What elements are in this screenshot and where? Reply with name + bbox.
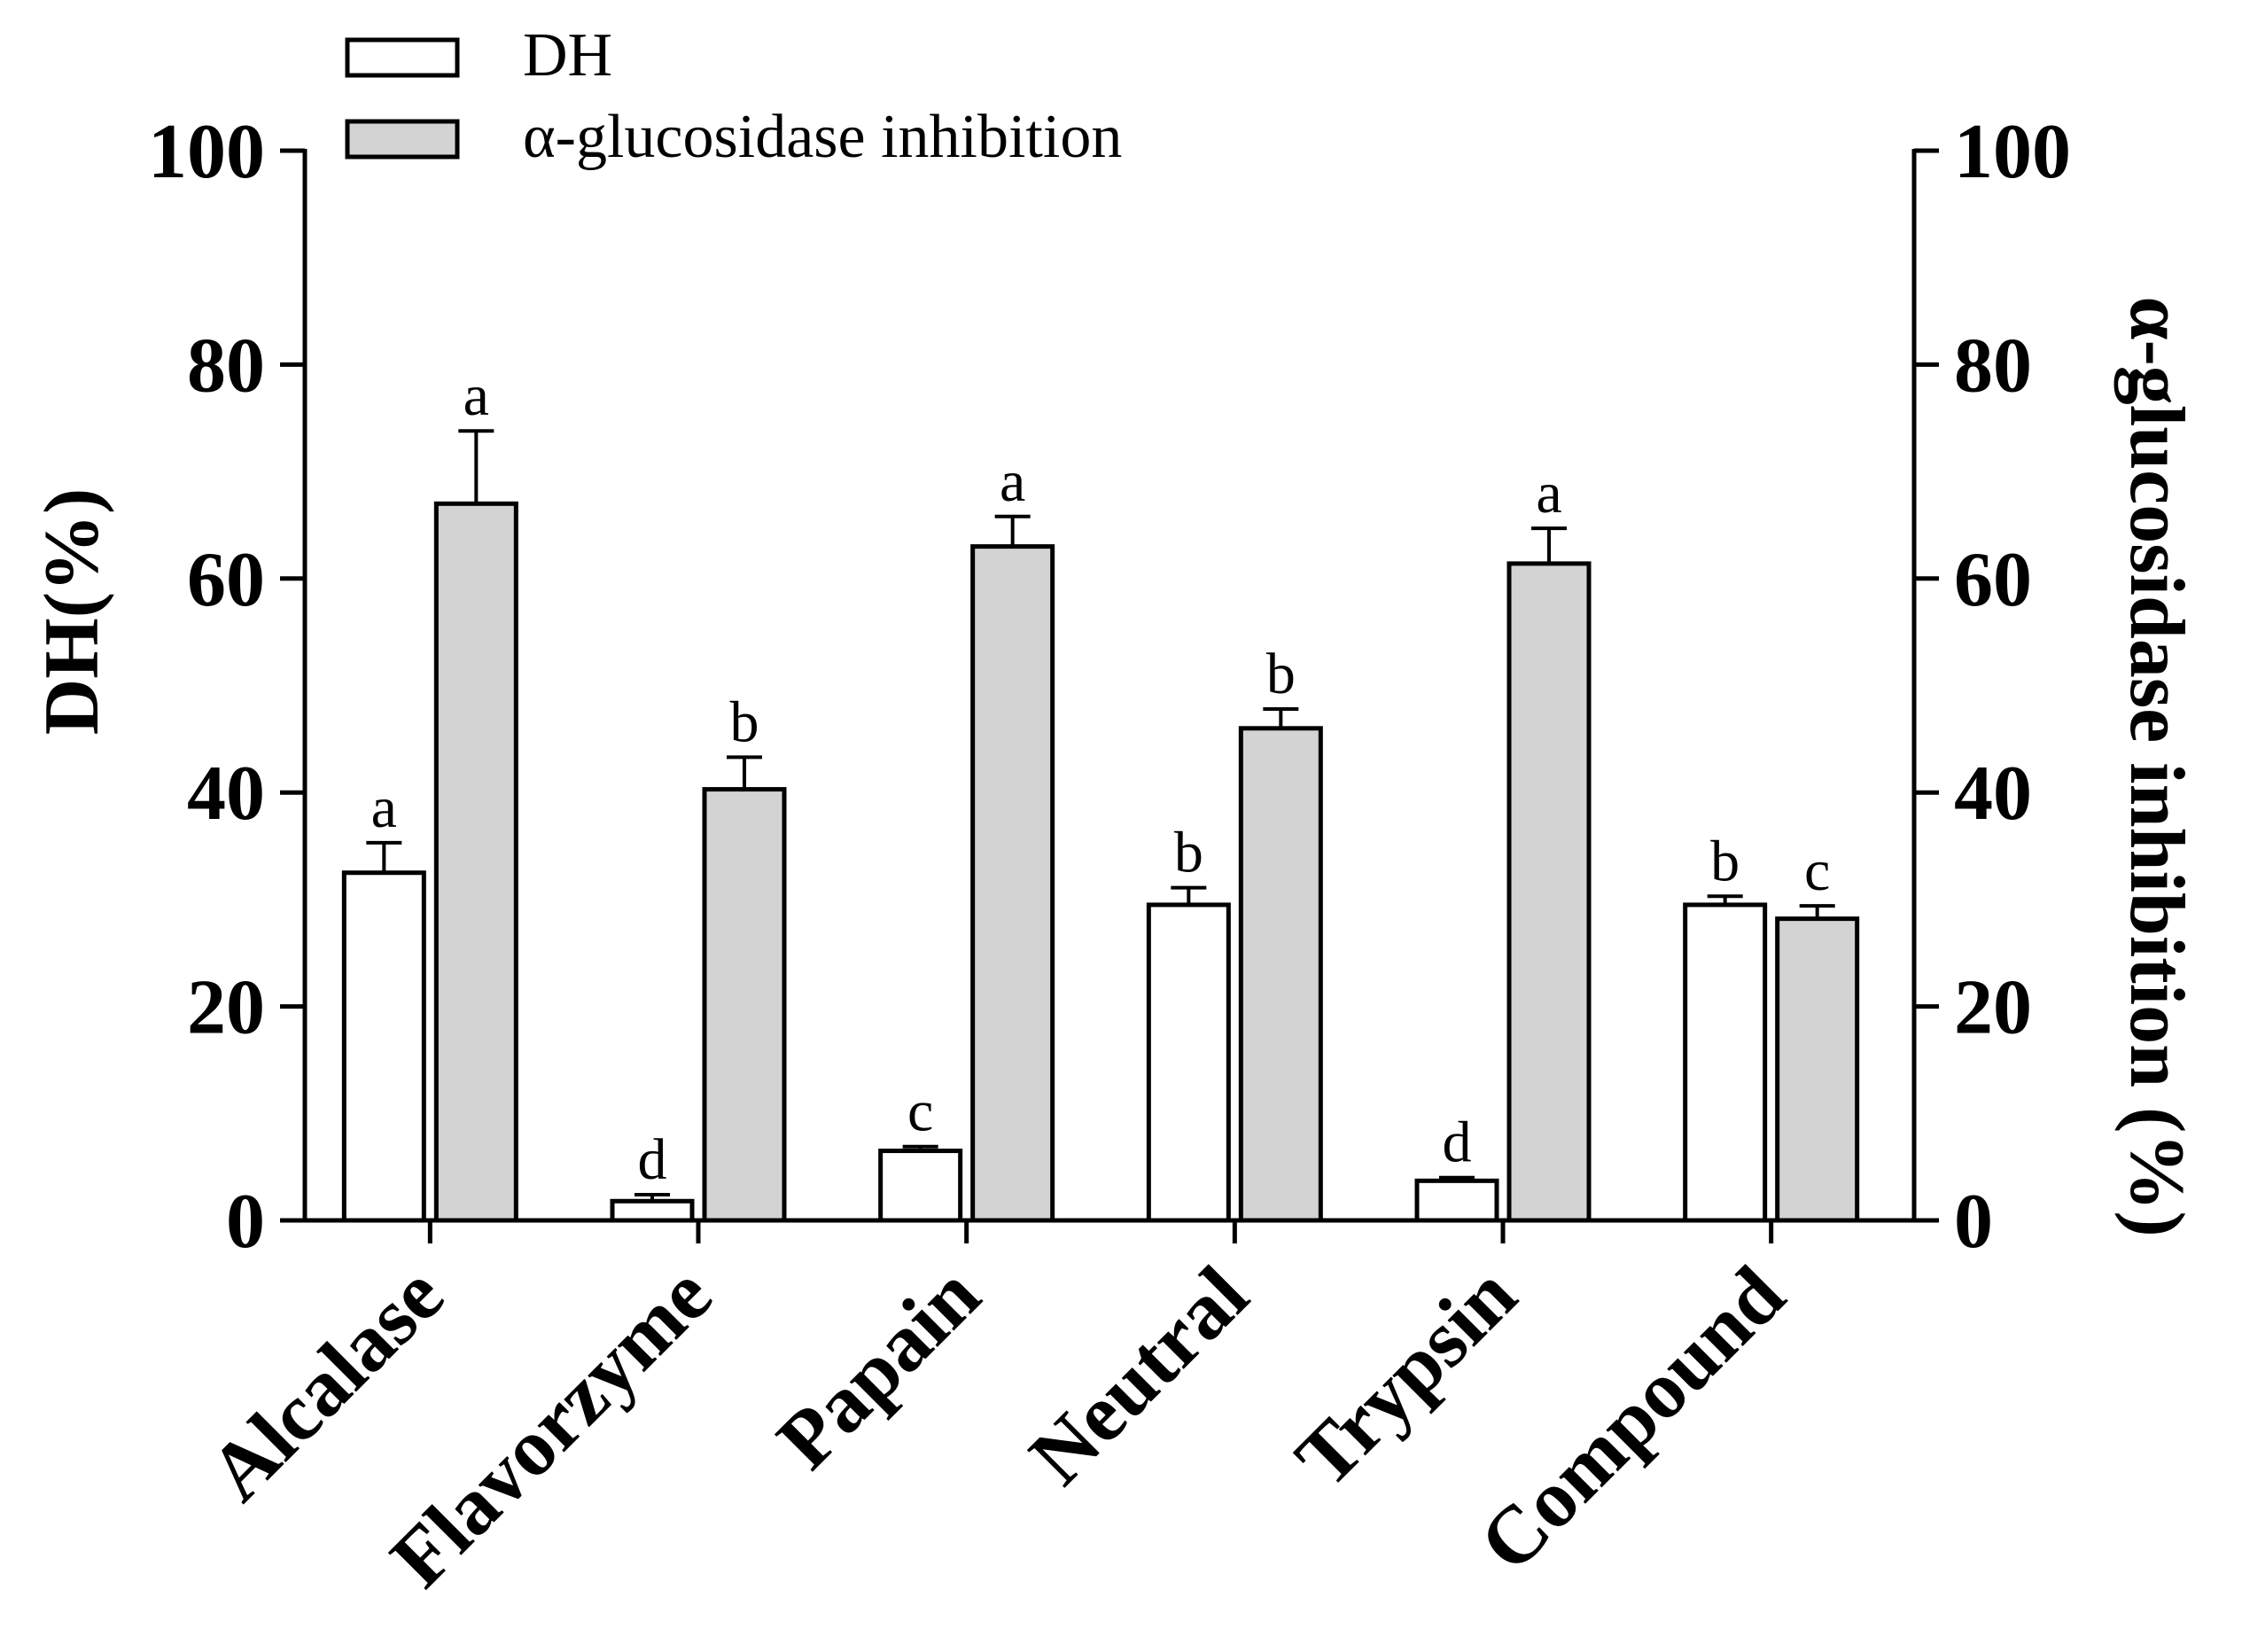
inhibition-bar bbox=[1506, 561, 1592, 1223]
significance-label: b bbox=[1266, 642, 1296, 706]
dh-bar bbox=[341, 870, 426, 1223]
dh-bar bbox=[1683, 902, 1768, 1223]
significance-label: a bbox=[371, 775, 397, 840]
category-label: Trypsin bbox=[1278, 1249, 1533, 1504]
dh-bar bbox=[1414, 1178, 1499, 1223]
right-tick-label: 40 bbox=[1954, 751, 2032, 837]
significance-label: a bbox=[463, 363, 489, 428]
significance-label: a bbox=[1536, 461, 1561, 526]
inhibition-bar bbox=[1238, 726, 1323, 1223]
inhibition-bar bbox=[970, 544, 1055, 1223]
significance-label: d bbox=[1443, 1110, 1472, 1175]
right-axis-title: α-glucosidase inhibition (%) bbox=[2114, 296, 2199, 1236]
inhibition-bar bbox=[433, 501, 518, 1223]
category-label: Alcalase bbox=[191, 1249, 460, 1517]
right-tick-label: 100 bbox=[1954, 109, 2071, 195]
significance-label: c bbox=[1804, 838, 1830, 903]
inhibition-bar bbox=[1775, 916, 1860, 1223]
right-tick-label: 60 bbox=[1954, 537, 2032, 623]
significance-label: a bbox=[1000, 449, 1025, 514]
significance-label: b bbox=[1174, 821, 1203, 885]
legend-swatch bbox=[345, 119, 460, 160]
left-tick-label: 20 bbox=[187, 965, 265, 1051]
inhibition-bar bbox=[702, 787, 787, 1223]
dh-bar bbox=[610, 1198, 695, 1223]
significance-label: b bbox=[730, 690, 759, 754]
right-tick-label: 0 bbox=[1954, 1179, 1993, 1265]
left-tick-label: 80 bbox=[187, 323, 265, 409]
right-tick-label: 20 bbox=[1954, 965, 2032, 1051]
left-axis-title: DH(%) bbox=[29, 488, 115, 736]
legend-label: α-glucosidase inhibition bbox=[523, 103, 1122, 171]
left-tick-label: 60 bbox=[187, 537, 265, 623]
significance-label: c bbox=[907, 1079, 933, 1144]
significance-label: d bbox=[638, 1127, 667, 1192]
dh-bar bbox=[878, 1149, 963, 1223]
left-tick-label: 40 bbox=[187, 751, 265, 837]
significance-label: b bbox=[1710, 829, 1740, 893]
dh-bar bbox=[1146, 902, 1231, 1223]
legend-label: DH bbox=[523, 21, 612, 90]
legend-swatch bbox=[345, 37, 460, 78]
left-tick-label: 100 bbox=[148, 109, 265, 195]
legend: DH α-glucosidase inhibition bbox=[345, 21, 1122, 171]
right-tick-label: 80 bbox=[1954, 323, 2032, 409]
category-label: Papain bbox=[759, 1249, 996, 1485]
left-tick-label: 0 bbox=[226, 1179, 265, 1265]
category-label: Neutral bbox=[1012, 1249, 1265, 1501]
